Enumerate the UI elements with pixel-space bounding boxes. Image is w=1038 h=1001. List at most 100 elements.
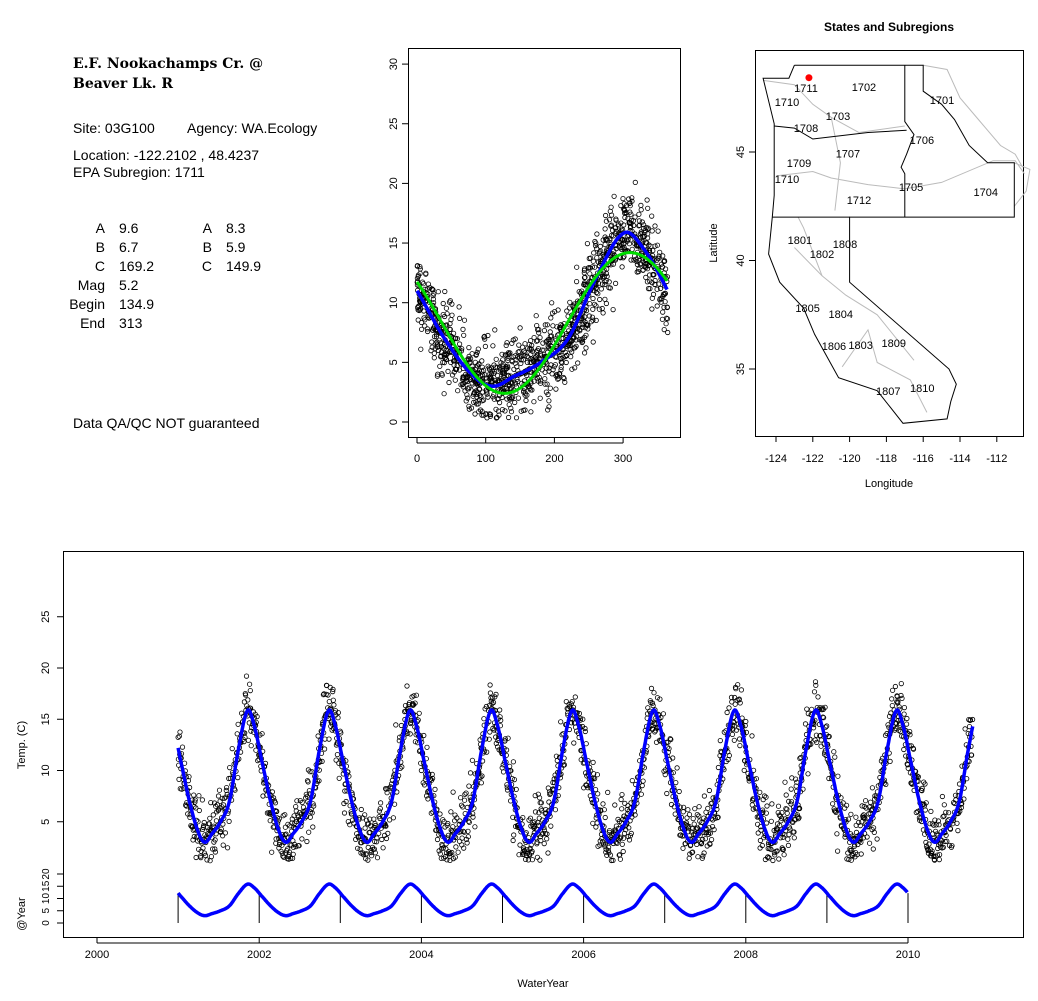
param-value: 8.3 bbox=[226, 220, 246, 236]
data-point bbox=[485, 394, 491, 400]
data-point bbox=[499, 351, 505, 357]
data-point bbox=[393, 722, 399, 728]
data-point bbox=[594, 772, 601, 778]
data-point bbox=[487, 729, 493, 735]
data-point bbox=[499, 406, 506, 413]
data-point bbox=[470, 811, 476, 817]
data-point bbox=[210, 812, 216, 818]
data-point bbox=[620, 848, 626, 855]
data-point bbox=[584, 322, 590, 328]
data-point bbox=[600, 310, 606, 316]
data-point bbox=[907, 732, 913, 738]
data-point bbox=[592, 243, 599, 249]
data-point bbox=[192, 799, 198, 805]
x-tick-label: 100 bbox=[477, 453, 495, 465]
data-point bbox=[498, 717, 504, 724]
data-point bbox=[775, 803, 782, 809]
data-point bbox=[449, 301, 455, 307]
data-point bbox=[577, 321, 583, 328]
data-point bbox=[282, 824, 288, 830]
data-point bbox=[385, 830, 391, 837]
subregion-label: 1802 bbox=[810, 249, 834, 261]
data-point bbox=[441, 391, 447, 397]
param-value: 5.9 bbox=[226, 239, 246, 255]
data-point bbox=[467, 356, 474, 362]
data-point bbox=[415, 317, 421, 323]
data-point bbox=[602, 296, 608, 302]
data-point bbox=[505, 735, 511, 741]
x-tick-label: -114 bbox=[949, 453, 970, 465]
map-axes: -124 -122 -120 -118 -116 -114 -112 35 40 45 bbox=[735, 146, 1007, 465]
data-point bbox=[689, 849, 695, 856]
data-point bbox=[612, 802, 618, 808]
data-point bbox=[949, 843, 955, 849]
data-point bbox=[466, 406, 472, 412]
data-point bbox=[208, 853, 214, 860]
data-point bbox=[622, 237, 628, 243]
data-point bbox=[770, 857, 776, 864]
data-point bbox=[736, 696, 742, 702]
data-point bbox=[549, 310, 556, 316]
data-point bbox=[560, 374, 567, 381]
data-point bbox=[652, 223, 658, 229]
data-point bbox=[685, 807, 691, 813]
data-point bbox=[454, 815, 460, 821]
data-point bbox=[867, 799, 874, 805]
data-point bbox=[569, 698, 575, 705]
data-point bbox=[527, 359, 533, 366]
data-point bbox=[623, 210, 629, 216]
data-point bbox=[784, 810, 790, 816]
data-point bbox=[383, 823, 389, 829]
data-point bbox=[587, 271, 593, 277]
data-point bbox=[379, 836, 385, 843]
data-point bbox=[628, 257, 634, 263]
data-point bbox=[538, 837, 544, 844]
data-point bbox=[779, 809, 785, 816]
data-point bbox=[743, 718, 749, 725]
data-point bbox=[421, 308, 427, 314]
data-point bbox=[457, 795, 464, 801]
y2-tick-label: 20 bbox=[41, 868, 52, 880]
data-point bbox=[469, 757, 475, 763]
data-point bbox=[919, 787, 925, 794]
data-point bbox=[648, 685, 655, 692]
x-tick-label: 2000 bbox=[85, 949, 109, 961]
basin-boundary bbox=[830, 117, 841, 211]
subregion-label: 1808 bbox=[833, 239, 857, 251]
data-point bbox=[534, 337, 541, 344]
data-point bbox=[904, 715, 910, 722]
data-point bbox=[866, 840, 873, 846]
data-point bbox=[519, 344, 526, 350]
data-point bbox=[542, 369, 548, 375]
data-point bbox=[223, 794, 229, 800]
data-point bbox=[597, 243, 603, 249]
data-point bbox=[602, 242, 608, 248]
data-point bbox=[656, 281, 662, 287]
data-point bbox=[812, 679, 819, 685]
data-point bbox=[797, 755, 803, 762]
data-point bbox=[377, 805, 383, 812]
data-point bbox=[226, 818, 232, 825]
data-point bbox=[307, 769, 313, 775]
data-point bbox=[472, 366, 479, 373]
data-point bbox=[667, 736, 673, 742]
data-point bbox=[594, 255, 600, 261]
data-point bbox=[487, 373, 494, 379]
data-point bbox=[260, 793, 266, 799]
data-point bbox=[606, 284, 612, 291]
data-point bbox=[757, 837, 764, 844]
data-point bbox=[589, 264, 596, 270]
basin-boundary bbox=[797, 216, 823, 276]
data-point bbox=[602, 226, 608, 232]
data-point bbox=[938, 840, 944, 846]
data-point bbox=[545, 850, 551, 856]
data-point bbox=[596, 306, 603, 312]
data-point bbox=[591, 771, 597, 777]
data-point bbox=[602, 212, 609, 219]
data-point bbox=[248, 728, 254, 734]
data-point bbox=[386, 817, 393, 823]
data-point bbox=[574, 329, 580, 335]
data-point bbox=[282, 812, 288, 818]
data-point bbox=[505, 350, 512, 356]
y-tick-label: 20 bbox=[40, 662, 52, 674]
